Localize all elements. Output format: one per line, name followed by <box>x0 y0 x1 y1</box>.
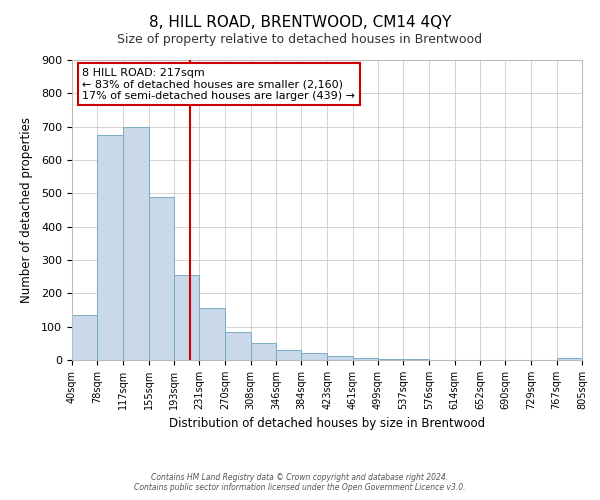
Bar <box>174 275 199 360</box>
Text: Contains HM Land Registry data © Crown copyright and database right 2024.
Contai: Contains HM Land Registry data © Crown c… <box>134 473 466 492</box>
Bar <box>251 344 276 360</box>
Text: 8, HILL ROAD, BRENTWOOD, CM14 4QY: 8, HILL ROAD, BRENTWOOD, CM14 4QY <box>149 15 451 30</box>
Bar <box>124 126 149 360</box>
Bar <box>353 358 378 360</box>
Bar <box>97 135 122 360</box>
Text: 8 HILL ROAD: 217sqm
← 83% of detached houses are smaller (2,160)
17% of semi-det: 8 HILL ROAD: 217sqm ← 83% of detached ho… <box>82 68 355 100</box>
Bar <box>199 308 224 360</box>
Text: Size of property relative to detached houses in Brentwood: Size of property relative to detached ho… <box>118 32 482 46</box>
Bar <box>72 315 97 360</box>
Bar <box>226 332 251 360</box>
Bar <box>301 354 326 360</box>
Bar <box>276 350 301 360</box>
Bar <box>378 359 403 360</box>
X-axis label: Distribution of detached houses by size in Brentwood: Distribution of detached houses by size … <box>169 418 485 430</box>
Bar <box>149 196 174 360</box>
Y-axis label: Number of detached properties: Number of detached properties <box>20 117 33 303</box>
Bar <box>328 356 353 360</box>
Bar <box>557 358 582 360</box>
